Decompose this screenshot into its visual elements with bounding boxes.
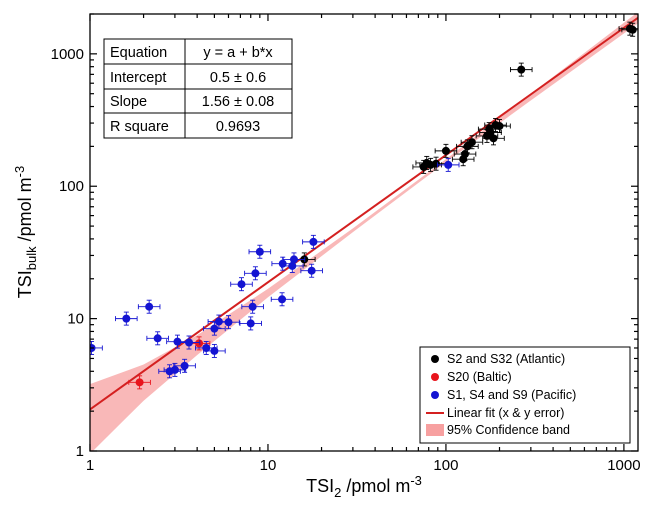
x-tick-label: 10: [260, 457, 277, 474]
data-point: [210, 346, 219, 355]
data-point: [432, 159, 441, 168]
legend-frame: [419, 346, 631, 444]
data-point: [210, 324, 219, 333]
data-point: [224, 318, 233, 327]
legend-label-band: 95% Confidence band: [447, 423, 570, 437]
data-point: [248, 302, 257, 311]
data-point: [628, 25, 637, 34]
legend-label-baltic: S20 (Baltic): [447, 370, 512, 384]
stats-label-rsquare: R square: [110, 119, 169, 135]
x-tick-label: 1000: [607, 457, 640, 474]
legend: S2 and S32 (Atlantic) S20 (Baltic) S1, S…: [419, 346, 631, 444]
stats-value-equation: y = a + b*x: [203, 45, 273, 61]
stats-label-slope: Slope: [110, 94, 147, 110]
data-point: [214, 317, 223, 326]
data-point: [309, 237, 318, 246]
data-point: [467, 138, 476, 147]
stats-value-intercept: 0.5 ± 0.6: [210, 70, 266, 86]
data-point: [486, 128, 495, 137]
x-axis-title: TSI2 /pmol m-3: [306, 473, 422, 500]
stats-value-slope: 1.56 ± 0.08: [202, 94, 274, 110]
data-point: [307, 266, 316, 275]
fit-line: [90, 16, 638, 411]
data-point: [173, 337, 182, 346]
data-point: [195, 339, 204, 348]
axes: 1 10 100 1000 1 10 100 1000: [51, 13, 641, 474]
data-point: [202, 343, 211, 352]
plot-frame: [89, 13, 639, 452]
data-point: [122, 314, 131, 323]
data-point: [289, 255, 298, 264]
legend-marker-pacific: [431, 391, 439, 399]
legend-marker-atlantic: [431, 355, 439, 363]
legend-label-pacific: S1, S4 and S9 (Pacific): [447, 388, 576, 402]
data-point: [180, 361, 189, 370]
data-points: [90, 21, 638, 390]
legend-label-fit: Linear fit (x & y error): [447, 406, 564, 420]
data-point: [489, 134, 498, 143]
fit-line-path: [90, 16, 638, 411]
data-point: [246, 319, 255, 328]
series-0: [293, 21, 638, 267]
y-tick-label: 10: [67, 311, 84, 328]
x-tick-label: 100: [433, 457, 458, 474]
data-point: [153, 334, 162, 343]
data-point: [185, 338, 194, 347]
y-tick-label: 100: [59, 178, 84, 195]
series-2: [90, 157, 460, 379]
data-point: [441, 146, 450, 155]
stats-label-equation: Equation: [110, 45, 167, 61]
data-point: [444, 160, 453, 169]
data-point: [237, 280, 246, 289]
data-point: [251, 269, 260, 278]
legend-marker-baltic: [431, 373, 439, 381]
data-point: [135, 378, 144, 387]
data-point: [278, 295, 287, 304]
data-point: [517, 65, 526, 74]
stats-label-intercept: Intercept: [110, 70, 166, 86]
data-point: [278, 259, 287, 268]
data-point: [145, 302, 154, 311]
stats-table: Equation y = a + b*x Intercept 0.5 ± 0.6…: [103, 38, 293, 139]
legend-marker-band: [426, 424, 444, 436]
legend-label-atlantic: S2 and S32 (Atlantic): [447, 352, 565, 366]
data-point: [495, 122, 504, 131]
y-tick-label: 1000: [51, 46, 84, 63]
y-tick-label: 1: [76, 443, 84, 460]
data-point: [255, 247, 264, 256]
y-axis-title: TSIbulk /pmol m-3: [12, 166, 39, 298]
x-tick-label: 1: [86, 457, 94, 474]
stats-value-rsquare: 0.9693: [216, 119, 260, 135]
data-point: [170, 365, 179, 374]
